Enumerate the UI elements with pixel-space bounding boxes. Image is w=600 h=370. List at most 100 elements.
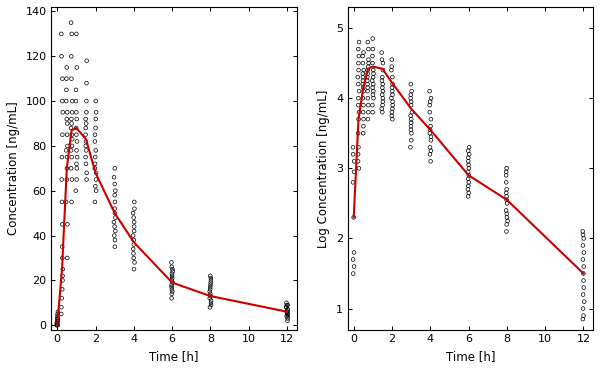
Point	[283, 306, 293, 312]
Point	[358, 53, 368, 59]
Point	[205, 304, 215, 310]
Point	[167, 295, 176, 301]
Point	[377, 74, 387, 80]
Point	[90, 132, 100, 138]
Point	[91, 183, 100, 189]
Point	[353, 151, 363, 157]
Point	[358, 95, 368, 101]
Point	[167, 266, 177, 272]
Point	[502, 169, 511, 175]
Point	[82, 58, 91, 64]
Point	[128, 250, 138, 256]
Point	[578, 232, 588, 238]
Point	[369, 95, 379, 101]
Point	[378, 60, 388, 66]
Point	[368, 81, 378, 87]
Point	[368, 60, 377, 66]
Point	[71, 98, 81, 104]
Y-axis label: Concentration [ng/mL]: Concentration [ng/mL]	[7, 101, 20, 235]
Point	[205, 295, 215, 301]
Point	[354, 39, 364, 45]
Point	[388, 92, 397, 98]
Point	[406, 123, 416, 129]
Point	[62, 176, 71, 182]
Point	[358, 109, 368, 115]
Point	[377, 85, 387, 91]
Point	[128, 233, 138, 239]
Point	[353, 158, 363, 164]
Point	[110, 192, 119, 198]
Point	[72, 176, 82, 182]
Point	[406, 92, 416, 98]
Point	[281, 300, 291, 306]
Point	[426, 148, 436, 154]
Point	[128, 210, 138, 216]
Point	[502, 186, 511, 192]
Point	[57, 199, 67, 205]
Point	[406, 102, 416, 108]
Point	[464, 183, 473, 189]
Point	[71, 132, 81, 138]
Point	[62, 76, 71, 82]
Point	[81, 132, 91, 138]
Point	[283, 313, 293, 319]
Point	[62, 255, 72, 261]
Point	[167, 275, 177, 281]
Point	[110, 228, 120, 234]
Point	[378, 95, 388, 101]
Point	[464, 165, 473, 171]
Point	[580, 299, 589, 305]
Point	[67, 76, 76, 82]
Point	[406, 137, 416, 143]
Point	[464, 172, 473, 178]
Point	[57, 53, 67, 59]
Point	[368, 88, 378, 94]
Point	[52, 322, 62, 328]
Point	[53, 318, 63, 324]
Point	[283, 309, 292, 314]
Point	[377, 57, 387, 63]
Point	[282, 313, 292, 319]
Point	[349, 151, 358, 157]
Point	[58, 273, 67, 279]
Point	[348, 179, 358, 185]
Point	[205, 286, 215, 292]
Point	[359, 88, 368, 94]
Point	[130, 259, 139, 265]
Point	[82, 147, 91, 153]
Point	[71, 125, 81, 131]
Point	[349, 263, 359, 269]
Point	[206, 291, 215, 297]
Point	[578, 270, 588, 276]
Point	[91, 98, 101, 104]
Point	[110, 244, 119, 250]
Point	[407, 130, 416, 136]
Point	[82, 80, 91, 86]
Point	[502, 194, 511, 199]
Point	[502, 165, 511, 171]
Point	[406, 81, 416, 87]
Point	[282, 302, 292, 308]
Point	[205, 284, 215, 290]
Point	[53, 320, 62, 326]
Point	[283, 311, 292, 317]
Point	[110, 223, 119, 229]
Point	[406, 113, 415, 119]
Point	[368, 74, 378, 80]
Point	[502, 222, 511, 228]
Point	[81, 161, 91, 167]
Point	[406, 116, 416, 122]
Point	[349, 249, 359, 255]
Point	[579, 278, 589, 283]
Point	[110, 188, 120, 194]
Point	[67, 110, 77, 115]
Point	[206, 275, 215, 281]
Point	[463, 155, 473, 161]
Point	[364, 60, 373, 66]
Point	[81, 125, 91, 131]
Point	[58, 278, 67, 283]
Point	[358, 78, 368, 84]
Point	[283, 318, 292, 324]
Point	[167, 282, 176, 288]
Point	[349, 158, 359, 164]
